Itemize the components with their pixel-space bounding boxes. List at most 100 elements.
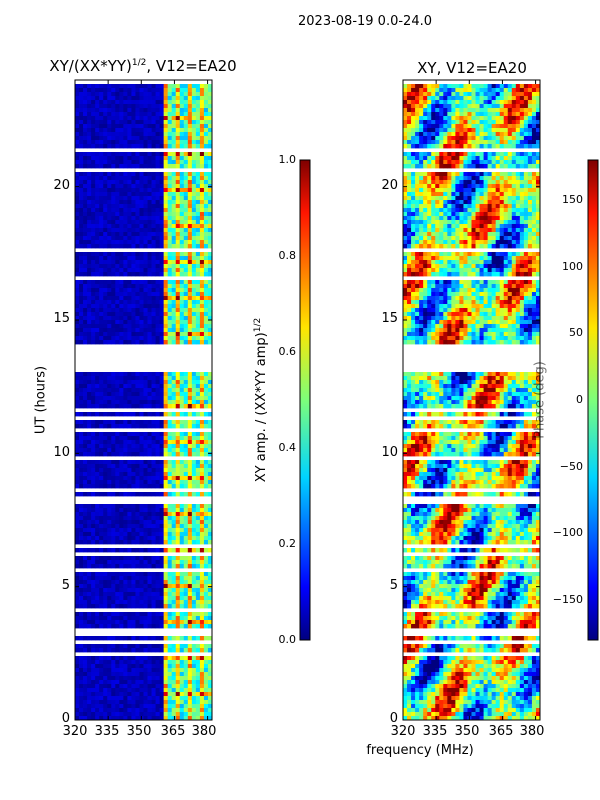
amplitude-cell [183,328,189,333]
amplitude-cell [159,468,165,473]
amplitude-cell [103,140,108,145]
amplitude-cell [83,388,88,393]
amplitude-cell [195,656,201,661]
amplitude-cell [171,304,177,309]
amplitude-cell [195,404,201,409]
amplitude-cell [75,232,80,237]
amplitude-cell [119,536,124,541]
amplitude-cell [87,280,92,285]
amplitude-cell [195,328,201,333]
amplitude-cell [203,648,209,653]
amplitude-cell [159,412,165,417]
amplitude-cell [135,656,140,661]
amplitude-cell [159,324,165,329]
amplitude-cell [143,572,148,577]
amplitude-cell [151,268,156,273]
amplitude-cell [135,684,140,689]
amplitude-cell [179,376,185,381]
phase-cell [475,108,480,113]
amplitude-cell [123,136,128,141]
amplitude-cell [119,116,124,121]
amplitude-cell [79,540,84,545]
amplitude-cell [147,664,152,669]
amplitude-cell [199,260,205,265]
amplitude-cell [107,380,112,385]
amplitude-cell [103,244,108,249]
amplitude-cell [183,240,189,245]
amplitude-cell [143,620,148,625]
amplitude-cell [91,112,96,117]
amplitude-cell [103,700,108,705]
amplitude-cell [155,252,161,257]
amplitude-cell [99,424,104,429]
amplitude-cell [167,620,173,625]
amplitude-cell [135,580,140,585]
amplitude-cell [115,656,120,661]
amplitude-cell [111,716,116,721]
phase-cell [427,100,432,105]
amplitude-cell [143,444,148,449]
amplitude-cell [203,184,209,189]
amplitude-cell [99,104,104,109]
amplitude-cell [135,92,140,97]
amplitude-cell [75,572,80,577]
amplitude-cell [179,536,185,541]
amplitude-cell [119,376,124,381]
amplitude-cell [135,320,140,325]
amplitude-cell [155,328,161,333]
amplitude-cell [183,132,189,137]
amplitude-cell [159,604,165,609]
amplitude-cell [147,404,152,409]
amplitude-cell [123,196,128,201]
amplitude-cell [143,280,148,285]
phase-cell [439,128,444,133]
amplitude-cell [187,124,193,129]
amplitude-cell [207,124,213,129]
amplitude-cell [191,268,197,273]
amplitude-cell [159,340,165,345]
amplitude-cell [207,188,213,193]
amplitude-cell [79,516,84,521]
amplitude-cell [107,712,112,717]
phase-cell [511,120,517,125]
amplitude-cell [115,536,120,541]
amplitude-cell [167,300,173,305]
amplitude-cell [115,156,120,161]
phase-cell [483,116,489,121]
amplitude-cell [143,380,148,385]
amplitude-cell [155,240,161,245]
amplitude-cell [183,660,189,665]
phase-cell [407,124,412,129]
amplitude-cell [119,232,124,237]
amplitude-cell [99,240,104,245]
amplitude-cell [91,524,96,529]
amplitude-cell [103,592,108,597]
amplitude-cell [79,424,84,429]
amplitude-cell [147,476,152,481]
amplitude-cell [207,684,213,689]
amplitude-cell [199,512,205,517]
amplitude-cell [95,588,100,593]
amplitude-cell [143,316,148,321]
amplitude-cell [75,284,80,289]
amplitude-cell [75,164,80,169]
phase-cell [487,116,493,121]
amplitude-cell [103,108,108,113]
amplitude-cell [143,152,148,157]
amplitude-cell [139,340,144,345]
amplitude-cell [87,404,92,409]
amplitude-cell [147,296,152,301]
amplitude-cell [199,420,205,425]
amplitude-cell [183,520,189,525]
amplitude-cell [91,340,96,345]
amplitude-cell [155,128,161,133]
amplitude-cell [167,556,173,561]
amplitude-cell [187,132,193,137]
phase-cell [415,128,420,133]
amplitude-cell [203,232,209,237]
amplitude-cell [119,324,124,329]
amplitude-cell [107,624,112,629]
amplitude-cell [171,604,177,609]
amplitude-cell [175,196,181,201]
amplitude-cell [87,540,92,545]
